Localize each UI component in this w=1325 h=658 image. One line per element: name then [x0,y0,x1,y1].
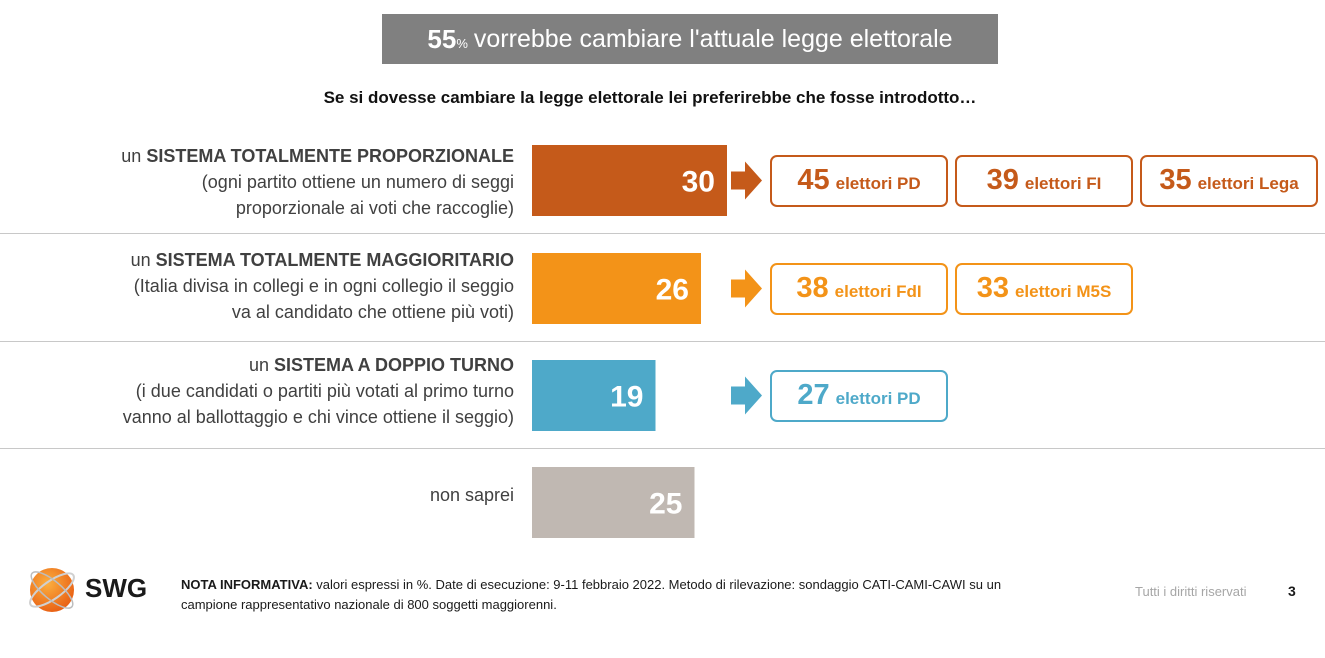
row-label-proporzionale: un SISTEMA TOTALMENTE PROPORZIONALE (ogn… [0,143,514,221]
breakdown-box: 33 elettori M5S [955,262,1133,315]
rights-reserved: Tutti i diritti riservati [1135,584,1247,599]
bar-value-label: 30 [682,166,715,199]
page-number: 3 [1288,583,1296,599]
breakdown-value: 39 [986,164,1019,196]
footnote-text: valori espressi in %. Date di esecuzione… [181,577,1002,612]
breakdown-value: 38 [796,272,829,304]
breakdown-box: 27 elettori PD [770,369,948,422]
arrow-right-icon [731,376,762,415]
bar-value-label: 25 [649,488,682,521]
headline-percent: 55 [427,23,457,54]
breakdown-value: 45 [797,164,830,196]
row-desc: vanno al ballottaggio e chi vince ottien… [122,407,514,427]
breakdown-label: elettori FI [1024,173,1102,193]
row-prefix: un [248,355,269,375]
row-divider [0,233,1325,234]
row-divider [0,341,1325,342]
row-prefix: un [121,146,142,166]
swg-logo-icon [29,568,75,612]
bar-1 [532,253,701,324]
breakdown-box: 35 elettori Lega [1140,154,1318,207]
bar-0 [532,145,727,216]
row-label-non-saprei: non saprei [0,482,514,508]
row-title: SISTEMA A DOPPIO TURNO [273,355,514,375]
row-title: SISTEMA TOTALMENTE MAGGIORITARIO [155,250,514,270]
breakdown-value: 35 [1159,164,1192,196]
row-desc: (i due candidati o partiti più votati al… [135,381,514,401]
footnote-label: NOTA INFORMATIVA: [181,577,313,592]
bar-2 [532,360,656,431]
breakdown-box: 38 elettori FdI [770,262,948,315]
bar-value-label: 19 [610,381,643,414]
breakdown-label: elettori M5S [1014,281,1112,301]
breakdown-value: 27 [797,379,830,411]
row-desc: (ogni partito ottiene un numero di seggi [201,172,514,192]
breakdown-label: elettori PD [835,173,921,193]
row-prefix: un [130,250,151,270]
row-prefix: non saprei [429,485,514,505]
row-label-doppio-turno: un SISTEMA A DOPPIO TURNO (i due candida… [0,352,514,430]
swg-logo-text: SWG [85,573,148,603]
row-desc: va al candidato che ottiene più voti) [231,302,514,322]
breakdown-label: elettori FdI [834,281,922,301]
breakdown-box: 45 elettori PD [770,154,948,207]
headline-percent-sign: % [456,35,468,51]
row-desc: (Italia divisa in collegi e in ogni coll… [133,276,514,296]
breakdown-value: 33 [976,272,1009,304]
breakdown-box: 39 elettori FI [955,154,1133,207]
breakdown-label: elettori Lega [1197,173,1299,193]
row-title: SISTEMA TOTALMENTE PROPORZIONALE [146,146,514,166]
arrow-right-icon [731,269,762,308]
bar-value-label: 26 [656,274,689,307]
footnote: NOTA INFORMATIVA: valori espressi in %. … [181,575,1061,615]
question-subtitle: Se si dovesse cambiare la legge elettora… [323,88,977,107]
row-divider [0,448,1325,449]
breakdown-label: elettori PD [835,388,921,408]
bar-3 [532,467,695,538]
headline-banner: 55 % vorrebbe cambiare l'attuale legge e… [382,14,998,64]
row-label-maggioritario: un SISTEMA TOTALMENTE MAGGIORITARIO (Ita… [0,247,514,325]
arrow-right-icon [731,161,762,200]
row-desc: proporzionale ai voti che raccoglie) [235,198,514,218]
headline-text: vorrebbe cambiare l'attuale legge eletto… [473,24,953,53]
